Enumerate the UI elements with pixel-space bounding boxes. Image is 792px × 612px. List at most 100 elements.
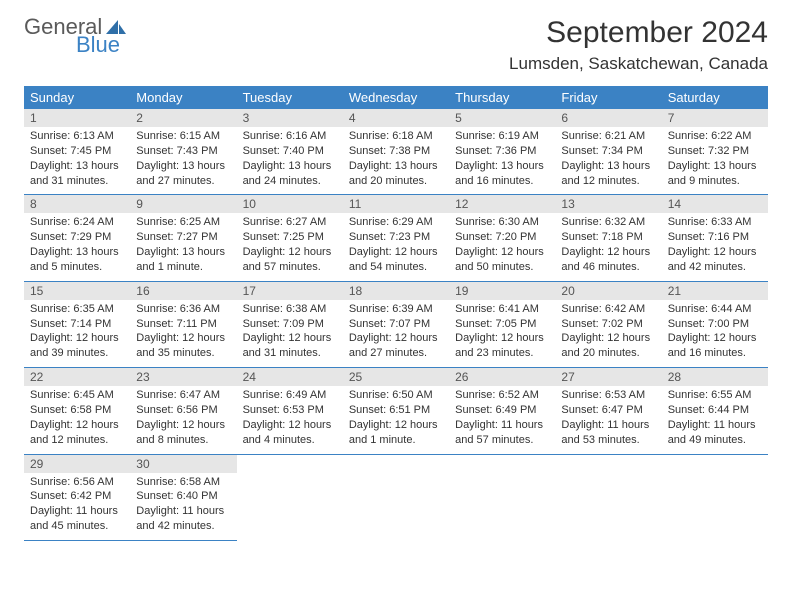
day-cell: 20 Sunrise: 6:42 AMSunset: 7:02 PMDayligh… — [555, 281, 661, 367]
calendar-week-row: 15Sunrise: 6:35 AMSunset: 7:14 PMDayligh… — [24, 281, 768, 367]
sunrise-text: Sunrise: 6:52 AM — [455, 388, 549, 403]
sunset-text: Sunset: 7:34 PM — [561, 144, 655, 159]
sunset-text: Sunset: 6:40 PM — [136, 489, 230, 504]
calendar-week-row: 8Sunrise: 6:24 AMSunset: 7:29 PMDaylight… — [24, 195, 768, 281]
daylight-text: Daylight: 12 hours and 20 minutes. — [561, 331, 655, 361]
day-cell: 25Sunrise: 6:50 AMSunset: 6:51 PMDayligh… — [343, 368, 449, 454]
daylight-text: Daylight: 13 hours and 16 minutes. — [455, 159, 549, 189]
sunrise-text: Sunrise: 6:15 AM — [136, 129, 230, 144]
daylight-text: Daylight: 13 hours and 9 minutes. — [668, 159, 762, 189]
day-header-wed: Wednesday — [343, 86, 449, 109]
daylight-text: Daylight: 12 hours and 50 minutes. — [455, 245, 549, 275]
daylight-text: Daylight: 13 hours and 1 minute. — [136, 245, 230, 275]
day-number: 25 — [343, 368, 449, 386]
daylight-text: Daylight: 12 hours and 12 minutes. — [30, 418, 124, 448]
day-number: 29 — [24, 455, 130, 473]
sunset-text: Sunset: 6:47 PM — [561, 403, 655, 418]
sunset-text: Sunset: 7:45 PM — [30, 144, 124, 159]
day-cell: 29Sunrise: 6:56 AMSunset: 6:42 PMDayligh… — [24, 454, 130, 540]
sunset-text: Sunset: 6:58 PM — [30, 403, 124, 418]
sunset-text: Sunset: 7:18 PM — [561, 230, 655, 245]
day-header-mon: Monday — [130, 86, 236, 109]
day-body: Sunrise: 6:33 AMSunset: 7:16 PMDaylight:… — [662, 213, 768, 280]
day-body: Sunrise: 6:47 AMSunset: 6:56 PMDaylight:… — [130, 386, 236, 453]
day-body: Sunrise: 6:19 AMSunset: 7:36 PMDaylight:… — [449, 127, 555, 194]
day-number: 30 — [130, 455, 236, 473]
day-number: 8 — [24, 195, 130, 213]
day-body: Sunrise: 6:55 AMSunset: 6:44 PMDaylight:… — [662, 386, 768, 453]
day-number: 12 — [449, 195, 555, 213]
day-cell: 23Sunrise: 6:47 AMSunset: 6:56 PMDayligh… — [130, 368, 236, 454]
daylight-text: Daylight: 12 hours and 27 minutes. — [349, 331, 443, 361]
sunset-text: Sunset: 6:56 PM — [136, 403, 230, 418]
day-cell: 12 Sunrise: 6:30 AMSunset: 7:20 PMDayligh… — [449, 195, 555, 281]
sunrise-text: Sunrise: 6:49 AM — [243, 388, 337, 403]
day-number: 20 — [555, 282, 661, 300]
day-cell: 10Sunrise: 6:27 AMSunset: 7:25 PMDayligh… — [237, 195, 343, 281]
sunrise-text: Sunrise: 6:55 AM — [668, 388, 762, 403]
sunset-text: Sunset: 7:23 PM — [349, 230, 443, 245]
sunrise-text: Sunrise: 6:32 AM — [561, 215, 655, 230]
day-body: Sunrise: 6:53 AMSunset: 6:47 PMDaylight:… — [555, 386, 661, 453]
sunrise-text: Sunrise: 6:53 AM — [561, 388, 655, 403]
day-body: Sunrise: 6:58 AMSunset: 6:40 PMDaylight:… — [130, 473, 236, 540]
day-cell: 21Sunrise: 6:44 AMSunset: 7:00 PMDayligh… — [662, 281, 768, 367]
day-cell: 2Sunrise: 6:15 AMSunset: 7:43 PMDaylight… — [130, 109, 236, 195]
day-header-fri: Friday — [555, 86, 661, 109]
sunrise-text: Sunrise: 6:45 AM — [30, 388, 124, 403]
daylight-text: Daylight: 13 hours and 12 minutes. — [561, 159, 655, 189]
day-cell: 16Sunrise: 6:36 AMSunset: 7:11 PMDayligh… — [130, 281, 236, 367]
logo-text-blue: Blue — [76, 34, 126, 56]
sunrise-text: Sunrise: 6:29 AM — [349, 215, 443, 230]
sunset-text: Sunset: 7:43 PM — [136, 144, 230, 159]
sunset-text: Sunset: 7:14 PM — [30, 317, 124, 332]
sunset-text: Sunset: 7:40 PM — [243, 144, 337, 159]
sunset-text: Sunset: 7:20 PM — [455, 230, 549, 245]
day-number: 3 — [237, 109, 343, 127]
daylight-text: Daylight: 12 hours and 4 minutes. — [243, 418, 337, 448]
sunrise-text: Sunrise: 6:22 AM — [668, 129, 762, 144]
sunset-text: Sunset: 7:05 PM — [455, 317, 549, 332]
day-cell: 14Sunrise: 6:33 AMSunset: 7:16 PMDayligh… — [662, 195, 768, 281]
sunrise-text: Sunrise: 6:13 AM — [30, 129, 124, 144]
daylight-text: Daylight: 11 hours and 49 minutes. — [668, 418, 762, 448]
sunset-text: Sunset: 7:11 PM — [136, 317, 230, 332]
day-cell: 15Sunrise: 6:35 AMSunset: 7:14 PMDayligh… — [24, 281, 130, 367]
empty-cell — [449, 454, 555, 540]
day-body: Sunrise: 6:15 AMSunset: 7:43 PMDaylight:… — [130, 127, 236, 194]
day-cell: 19Sunrise: 6:41 AMSunset: 7:05 PMDayligh… — [449, 281, 555, 367]
day-number: 4 — [343, 109, 449, 127]
sunset-text: Sunset: 7:16 PM — [668, 230, 762, 245]
day-body: Sunrise: 6:56 AMSunset: 6:42 PMDaylight:… — [24, 473, 130, 540]
empty-cell — [662, 454, 768, 540]
daylight-text: Daylight: 12 hours and 8 minutes. — [136, 418, 230, 448]
daylight-text: Daylight: 12 hours and 46 minutes. — [561, 245, 655, 275]
day-number: 26 — [449, 368, 555, 386]
day-number: 15 — [24, 282, 130, 300]
sunrise-text: Sunrise: 6:38 AM — [243, 302, 337, 317]
sunrise-text: Sunrise: 6:33 AM — [668, 215, 762, 230]
day-cell: 27Sunrise: 6:53 AMSunset: 6:47 PMDayligh… — [555, 368, 661, 454]
day-cell: 5Sunrise: 6:19 AMSunset: 7:36 PMDaylight… — [449, 109, 555, 195]
day-number: 10 — [237, 195, 343, 213]
day-body: Sunrise: 6:27 AMSunset: 7:25 PMDaylight:… — [237, 213, 343, 280]
calendar-body: 1Sunrise: 6:13 AMSunset: 7:45 PMDaylight… — [24, 109, 768, 540]
daylight-text: Daylight: 12 hours and 35 minutes. — [136, 331, 230, 361]
daylight-text: Daylight: 13 hours and 24 minutes. — [243, 159, 337, 189]
day-number: 23 — [130, 368, 236, 386]
day-number: 27 — [555, 368, 661, 386]
sunrise-text: Sunrise: 6:30 AM — [455, 215, 549, 230]
sunrise-text: Sunrise: 6:50 AM — [349, 388, 443, 403]
sunset-text: Sunset: 7:25 PM — [243, 230, 337, 245]
daylight-text: Daylight: 12 hours and 42 minutes. — [668, 245, 762, 275]
sunset-text: Sunset: 7:02 PM — [561, 317, 655, 332]
day-number: 22 — [24, 368, 130, 386]
day-cell: 24Sunrise: 6:49 AMSunset: 6:53 PMDayligh… — [237, 368, 343, 454]
sunrise-text: Sunrise: 6:21 AM — [561, 129, 655, 144]
empty-cell — [555, 454, 661, 540]
sunset-text: Sunset: 6:51 PM — [349, 403, 443, 418]
sunset-text: Sunset: 7:27 PM — [136, 230, 230, 245]
sunrise-text: Sunrise: 6:42 AM — [561, 302, 655, 317]
location: Lumsden, Saskatchewan, Canada — [509, 54, 768, 74]
sunrise-text: Sunrise: 6:58 AM — [136, 475, 230, 490]
